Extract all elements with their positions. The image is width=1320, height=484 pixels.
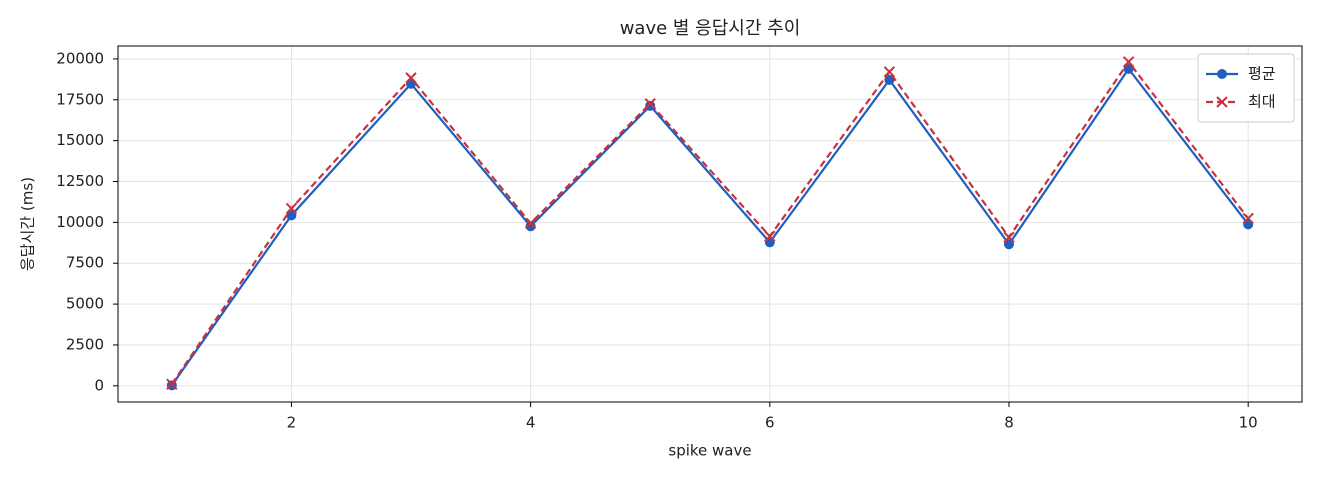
marker	[1242, 212, 1254, 225]
x-axis-label: spike wave	[668, 442, 751, 460]
marker-stroke	[883, 66, 896, 78]
x-tick-label: 4	[526, 414, 536, 432]
legend-label: 최대	[1248, 93, 1276, 111]
marker	[883, 66, 896, 78]
marker-stroke	[1003, 231, 1015, 243]
marker-stroke	[764, 230, 776, 242]
x-tick-label: 2	[287, 414, 297, 432]
marker-stroke	[1216, 96, 1228, 108]
marker	[1003, 239, 1014, 250]
y-tick-label: 10000	[56, 213, 104, 231]
marker	[1003, 231, 1015, 243]
marker	[285, 202, 298, 215]
marker-stroke	[285, 202, 298, 215]
x-tick-label: 6	[765, 414, 775, 432]
plot-frame	[117, 45, 1303, 403]
y-tick-label: 5000	[66, 295, 104, 313]
marker-stroke	[524, 217, 537, 230]
legend-label: 평균	[1248, 65, 1276, 83]
series-line	[170, 67, 1250, 386]
marker	[525, 221, 536, 232]
marker-stroke	[405, 72, 417, 84]
marker	[1216, 96, 1228, 108]
y-tick-label: 15000	[56, 131, 104, 149]
marker	[405, 72, 417, 84]
chart-title: wave 별 응답시간 추이	[620, 18, 801, 39]
marker-stroke	[1242, 212, 1254, 225]
marker-stroke	[166, 378, 178, 390]
marker	[166, 378, 178, 390]
y-tick-label: 7500	[66, 254, 104, 272]
marker	[884, 74, 895, 85]
x-tick-label: 10	[1239, 414, 1258, 432]
marker	[1122, 56, 1135, 68]
legend-frame	[1197, 53, 1295, 123]
marker	[524, 217, 537, 230]
marker-stroke	[644, 97, 656, 110]
marker	[645, 100, 656, 111]
marker-stroke	[1122, 56, 1135, 68]
y-tick-label: 17500	[56, 90, 104, 108]
y-axis-label: 응답시간 (ms)	[19, 177, 37, 271]
marker	[1217, 69, 1227, 79]
marker	[764, 230, 776, 242]
marker	[286, 210, 297, 221]
y-tick-label: 0	[94, 376, 104, 394]
y-tick-label: 2500	[66, 335, 104, 353]
y-tick-label: 20000	[56, 49, 104, 67]
y-tick-label: 12500	[56, 172, 104, 190]
marker	[644, 97, 656, 110]
series-line	[170, 59, 1250, 385]
x-tick-label: 8	[1004, 414, 1014, 432]
